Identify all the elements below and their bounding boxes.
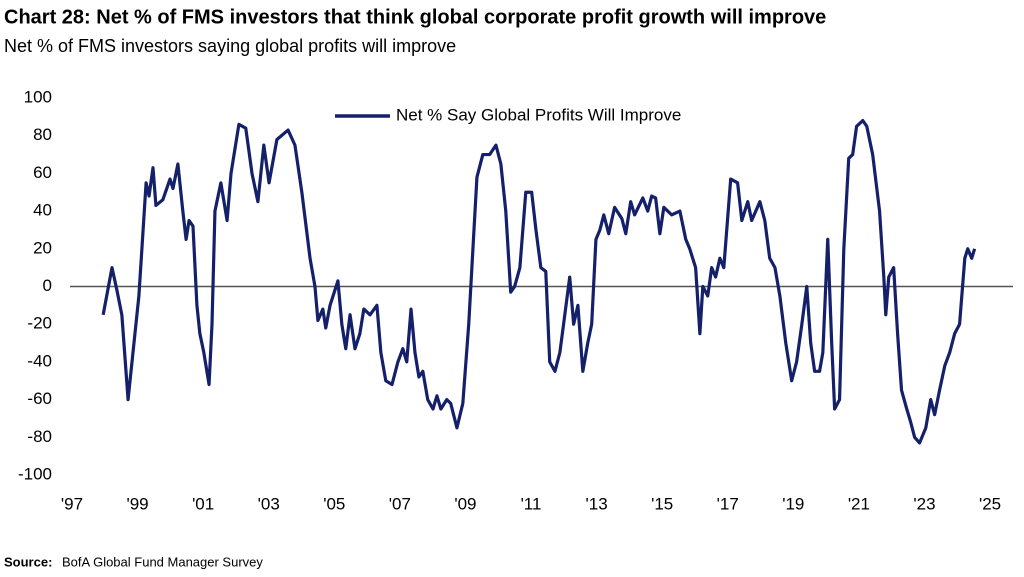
x-tick-label: '01 [192,494,214,513]
x-tick-label: '17 [717,494,739,513]
x-tick-label: '11 [521,494,542,513]
x-tick-label: '03 [258,494,280,513]
data-line [101,119,977,445]
y-tick-label: 0 [43,276,52,295]
y-tick-label: 100 [24,87,52,106]
y-tick-label: 60 [33,163,52,182]
y-tick-label: 20 [33,238,52,257]
y-tick-label: 80 [33,125,52,144]
chart-subtitle: Net % of FMS investors saying global pro… [4,36,456,56]
source-label: Source: [4,554,52,569]
y-tick-label: -20 [27,314,52,333]
x-tick-label: '97 [61,494,83,513]
x-tick-label: '07 [389,494,411,513]
x-tick-label: '25 [979,494,1001,513]
x-tick-label: '19 [782,494,804,513]
y-tick-label: -100 [18,464,52,483]
x-tick-label: '05 [323,494,345,513]
x-tick-label: '99 [126,494,148,513]
x-tick-label: '23 [913,494,935,513]
x-tick-label: '21 [848,494,870,513]
x-tick-label: '15 [651,494,673,513]
y-tick-label: -80 [27,427,52,446]
x-tick-label: '13 [586,494,608,513]
y-tick-label: 40 [33,201,52,220]
chart-title: Chart 28: Net % of FMS investors that th… [4,6,826,28]
x-tick-label: '09 [454,494,476,513]
legend-label: Net % Say Global Profits Will Improve [396,105,681,124]
y-tick-label: -40 [27,351,52,370]
source: BofA Global Fund Manager Survey [62,554,263,569]
y-tick-label: -60 [27,389,52,408]
